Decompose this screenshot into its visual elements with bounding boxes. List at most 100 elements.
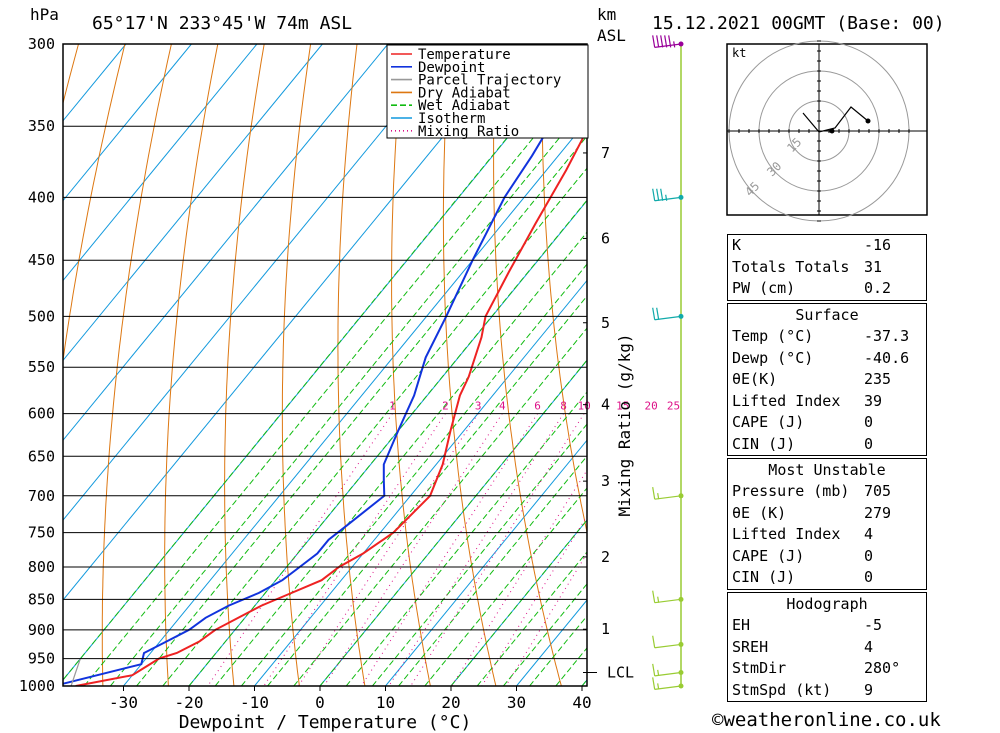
indices-table: K -16 Totals Totals 31 PW (cm) 0.2 xyxy=(727,234,927,301)
pressure-tick-label: 850 xyxy=(28,590,55,608)
mixing-ratio-label: 15 xyxy=(616,400,629,413)
isotherm-line xyxy=(123,119,587,686)
hodograph-unit: kt xyxy=(732,46,746,60)
wet-adiabat-line xyxy=(63,44,585,681)
wet-adiabat-line xyxy=(136,135,587,686)
dry-adiabat-line xyxy=(63,44,126,364)
isotherm-line xyxy=(63,44,520,601)
wind-barb-feather xyxy=(668,35,672,48)
wet-adiabat-line xyxy=(188,199,587,686)
km-tick-label: 2 xyxy=(601,548,610,566)
surface-cin: CIN (J) 0 xyxy=(732,434,874,453)
wind-barb-feather xyxy=(664,35,668,48)
mu-theta-e: θE (K) 279 xyxy=(732,503,892,522)
wind-barb-half-feather xyxy=(665,194,668,201)
isotherm-line xyxy=(385,439,587,686)
hpa-unit-label: hPa xyxy=(30,5,59,24)
wet-adiabat-line xyxy=(476,551,587,686)
pressure-tick-label: 800 xyxy=(28,558,55,576)
legend-label: Mixing Ratio xyxy=(418,124,519,140)
location-title: 65°17'N 233°45'W 74m ASL xyxy=(92,13,352,34)
lcl-label: LCL xyxy=(607,663,634,681)
legend-label: Isotherm xyxy=(418,111,485,127)
surface-temp: Temp (°C) -37.3 xyxy=(732,327,910,345)
wind-barb-feather xyxy=(652,663,656,676)
mixing-ratio-line xyxy=(323,413,503,686)
wet-adiabat-line xyxy=(450,519,587,686)
copyright: ©weatheronline.co.uk xyxy=(712,709,941,731)
mixing-ratio-label: 25 xyxy=(667,400,680,413)
mixing-ratio-line xyxy=(360,413,539,686)
wind-barb-feather xyxy=(656,307,660,320)
x-axis-title: Dewpoint / Temperature (°C) xyxy=(179,712,472,733)
wind-barb-feather xyxy=(652,635,656,648)
isotherm-line xyxy=(63,44,192,202)
wind-barb-feather xyxy=(656,188,660,201)
most-unstable-table: Most Unstable Pressure (mb) 705 θE (K) 279… xyxy=(727,458,927,590)
dry-adiabat-line xyxy=(442,44,497,686)
wind-barb-half-feather xyxy=(673,41,676,48)
surface-title: Surface xyxy=(795,306,859,324)
surface-lifted-index: Lifted Index 39 xyxy=(732,391,883,410)
isotherm-line xyxy=(63,44,258,282)
wet-adiabat-line xyxy=(345,391,587,686)
dry-adiabat-line xyxy=(589,44,692,686)
mixing-ratio-label: 6 xyxy=(534,400,541,413)
surface-table: Surface Temp (°C) -37.3 Dewp (°C) -40.6 θE… xyxy=(727,303,927,456)
km-unit-label: km xyxy=(597,5,616,24)
isotherm-line xyxy=(63,44,323,362)
wet-adiabat-line xyxy=(241,263,587,686)
pressure-tick-label: 300 xyxy=(28,35,55,53)
isotherm-line xyxy=(63,44,454,521)
x-tick-label: -10 xyxy=(240,693,269,712)
mixing-ratio-line xyxy=(451,469,587,686)
km-tick-label: 5 xyxy=(601,314,610,332)
pressure-tick-label: 500 xyxy=(28,307,55,325)
asl-unit-label: ASL xyxy=(597,26,626,45)
wind-barb-feather xyxy=(652,590,656,603)
dry-adiabat-line xyxy=(224,44,265,686)
x-tick-label: 0 xyxy=(315,693,325,712)
hodo-stmspd: StmSpd (kt) 9 xyxy=(732,680,874,699)
km-tick-label: 6 xyxy=(601,229,610,247)
hodograph-table-title: Hodograph xyxy=(786,595,868,613)
mu-lifted-index: Lifted Index 4 xyxy=(732,525,874,543)
pressure-tick-label: 900 xyxy=(28,621,55,639)
hodo-eh: EH -5 xyxy=(732,616,883,634)
wet-adiabat-line xyxy=(319,359,587,686)
x-tick-label: -20 xyxy=(175,693,204,712)
hodograph: kt 15 30 45 xyxy=(726,40,928,222)
wind-barb-feather xyxy=(656,35,660,48)
wet-adiabat-line xyxy=(372,423,587,686)
hodo-stmdir: StmDir 280° xyxy=(732,659,901,677)
dry-adiabat-line xyxy=(961,44,1000,686)
wind-barb-half-feather xyxy=(657,596,660,603)
wind-barb-half-feather xyxy=(657,683,660,690)
dry-adiabat-line xyxy=(337,44,366,686)
mu-cape: CAPE (J) 0 xyxy=(732,546,874,565)
wind-barb-feather xyxy=(652,487,656,500)
most-unstable-title: Most Unstable xyxy=(768,461,886,479)
wet-adiabat-line xyxy=(83,71,587,686)
wind-barb-feather xyxy=(652,188,656,201)
wet-adiabat-line xyxy=(293,327,587,686)
pressure-tick-label: 650 xyxy=(28,447,55,465)
wind-barb-feather xyxy=(652,35,656,48)
pressure-tick-label: 700 xyxy=(28,487,55,505)
mu-pressure: Pressure (mb) 705 xyxy=(732,482,892,500)
wet-adiabat-line xyxy=(162,167,587,686)
mixing-ratio-label: 4 xyxy=(499,400,506,413)
dry-adiabat-line xyxy=(391,44,431,686)
wind-barb-half-feather xyxy=(657,493,660,500)
pressure-tick-label: 550 xyxy=(28,358,55,376)
pressure-tick-label: 750 xyxy=(28,524,55,542)
plot-frame xyxy=(62,43,588,687)
dry-adiabat-line xyxy=(281,44,312,686)
hodograph-table: Hodograph EH -5 SREH 4 StmDir 280° StmSpd (… xyxy=(727,592,927,702)
wind-barb-feather xyxy=(652,677,656,690)
mixing-ratio-axis-title: Mixing Ratio (g/kg) xyxy=(615,333,634,516)
mixing-ratio-label: 20 xyxy=(644,400,657,413)
pressure-tick-label: 600 xyxy=(28,405,55,423)
